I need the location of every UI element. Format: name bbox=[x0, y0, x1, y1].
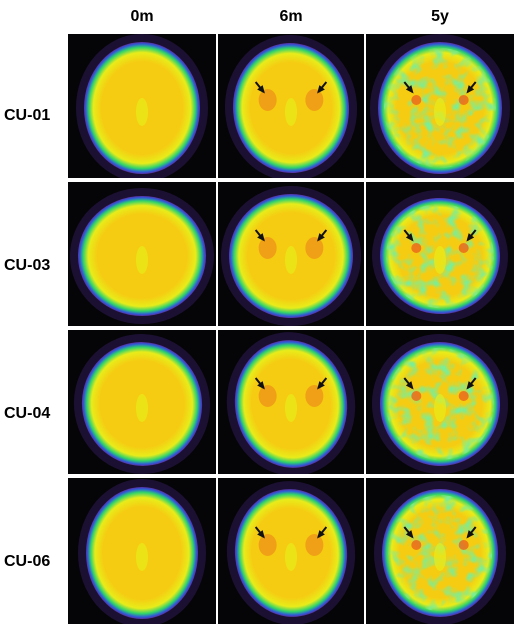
brain-scan-image bbox=[70, 188, 214, 324]
pet-scan-cu04-5y bbox=[366, 330, 514, 474]
midline-structure bbox=[434, 543, 446, 571]
brain-scan-image bbox=[78, 479, 206, 624]
pet-scan-cu01-6m bbox=[218, 34, 364, 178]
uptake-hotspot bbox=[411, 95, 422, 105]
uptake-hotspot bbox=[305, 385, 324, 407]
midline-structure bbox=[136, 98, 148, 126]
arrow-icon bbox=[317, 85, 325, 94]
pet-scan-cu04-0m bbox=[68, 330, 216, 474]
uptake-hotspot bbox=[458, 243, 469, 253]
uptake-hotspot bbox=[411, 540, 422, 550]
midline-structure bbox=[285, 98, 297, 126]
uptake-hotspot bbox=[305, 89, 324, 111]
arrow-icon bbox=[466, 233, 475, 242]
brain-scan-image bbox=[224, 35, 358, 178]
arrow-icon bbox=[405, 233, 414, 242]
arrow-icon bbox=[466, 530, 475, 539]
brain-scan-image bbox=[374, 481, 506, 624]
uptake-hotspot bbox=[258, 534, 277, 556]
midline-structure bbox=[136, 394, 148, 422]
row-label-cu04: CU-04 bbox=[4, 405, 51, 422]
uptake-hotspot bbox=[458, 391, 469, 401]
midline-structure bbox=[136, 543, 148, 571]
arrow-icon bbox=[257, 381, 265, 390]
pet-scan-cu03-0m bbox=[68, 182, 216, 326]
brain-scan-image bbox=[221, 186, 361, 326]
brain-scan-image bbox=[371, 334, 509, 474]
midline-structure bbox=[285, 543, 297, 571]
arrow-icon bbox=[317, 381, 325, 390]
midline-structure bbox=[434, 394, 446, 422]
pet-scan-cu03-6m bbox=[218, 182, 364, 326]
brain-scan-image bbox=[76, 34, 208, 178]
pet-scan-cu06-5y bbox=[366, 478, 514, 624]
arrow-icon bbox=[405, 530, 414, 539]
brain-scan-image bbox=[226, 481, 356, 624]
uptake-hotspot bbox=[305, 237, 324, 259]
uptake-hotspot bbox=[458, 540, 469, 550]
arrow-icon bbox=[257, 530, 265, 539]
arrow-icon bbox=[257, 85, 265, 94]
midline-structure bbox=[285, 246, 297, 274]
arrow-icon bbox=[466, 85, 475, 94]
pet-scan-cu06-0m bbox=[68, 478, 216, 624]
brain-scan-image bbox=[370, 34, 510, 178]
arrow-icon bbox=[317, 530, 325, 539]
uptake-hotspot bbox=[258, 237, 277, 259]
column-header-5y: 5y bbox=[431, 8, 449, 25]
uptake-hotspot bbox=[411, 243, 422, 253]
pet-scan-cu01-0m bbox=[68, 34, 216, 178]
midline-structure bbox=[136, 246, 148, 274]
midline-structure bbox=[285, 394, 297, 422]
uptake-hotspot bbox=[258, 89, 277, 111]
arrow-icon bbox=[257, 233, 265, 242]
arrow-icon bbox=[317, 233, 325, 242]
pet-scan-cu04-6m bbox=[218, 330, 364, 474]
arrow-icon bbox=[405, 381, 414, 390]
brain-scan-image bbox=[372, 189, 508, 323]
uptake-hotspot bbox=[411, 391, 422, 401]
arrow-icon bbox=[466, 381, 475, 390]
pet-scan-cu06-6m bbox=[218, 478, 364, 624]
midline-structure bbox=[434, 98, 446, 126]
midline-structure bbox=[434, 246, 446, 274]
uptake-hotspot bbox=[305, 534, 324, 556]
brain-scan-image bbox=[226, 332, 356, 474]
row-label-cu01: CU-01 bbox=[4, 107, 51, 124]
brain-scan-image bbox=[73, 334, 211, 474]
pet-scan-cu01-5y bbox=[366, 34, 514, 178]
row-label-cu03: CU-03 bbox=[4, 257, 51, 274]
uptake-hotspot bbox=[458, 95, 469, 105]
row-label-cu06: CU-06 bbox=[4, 553, 51, 570]
uptake-hotspot bbox=[258, 385, 277, 407]
column-header-6m: 6m bbox=[279, 8, 303, 25]
arrow-icon bbox=[405, 85, 414, 94]
column-header-0m: 0m bbox=[130, 8, 154, 25]
pet-scan-cu03-5y bbox=[366, 182, 514, 326]
